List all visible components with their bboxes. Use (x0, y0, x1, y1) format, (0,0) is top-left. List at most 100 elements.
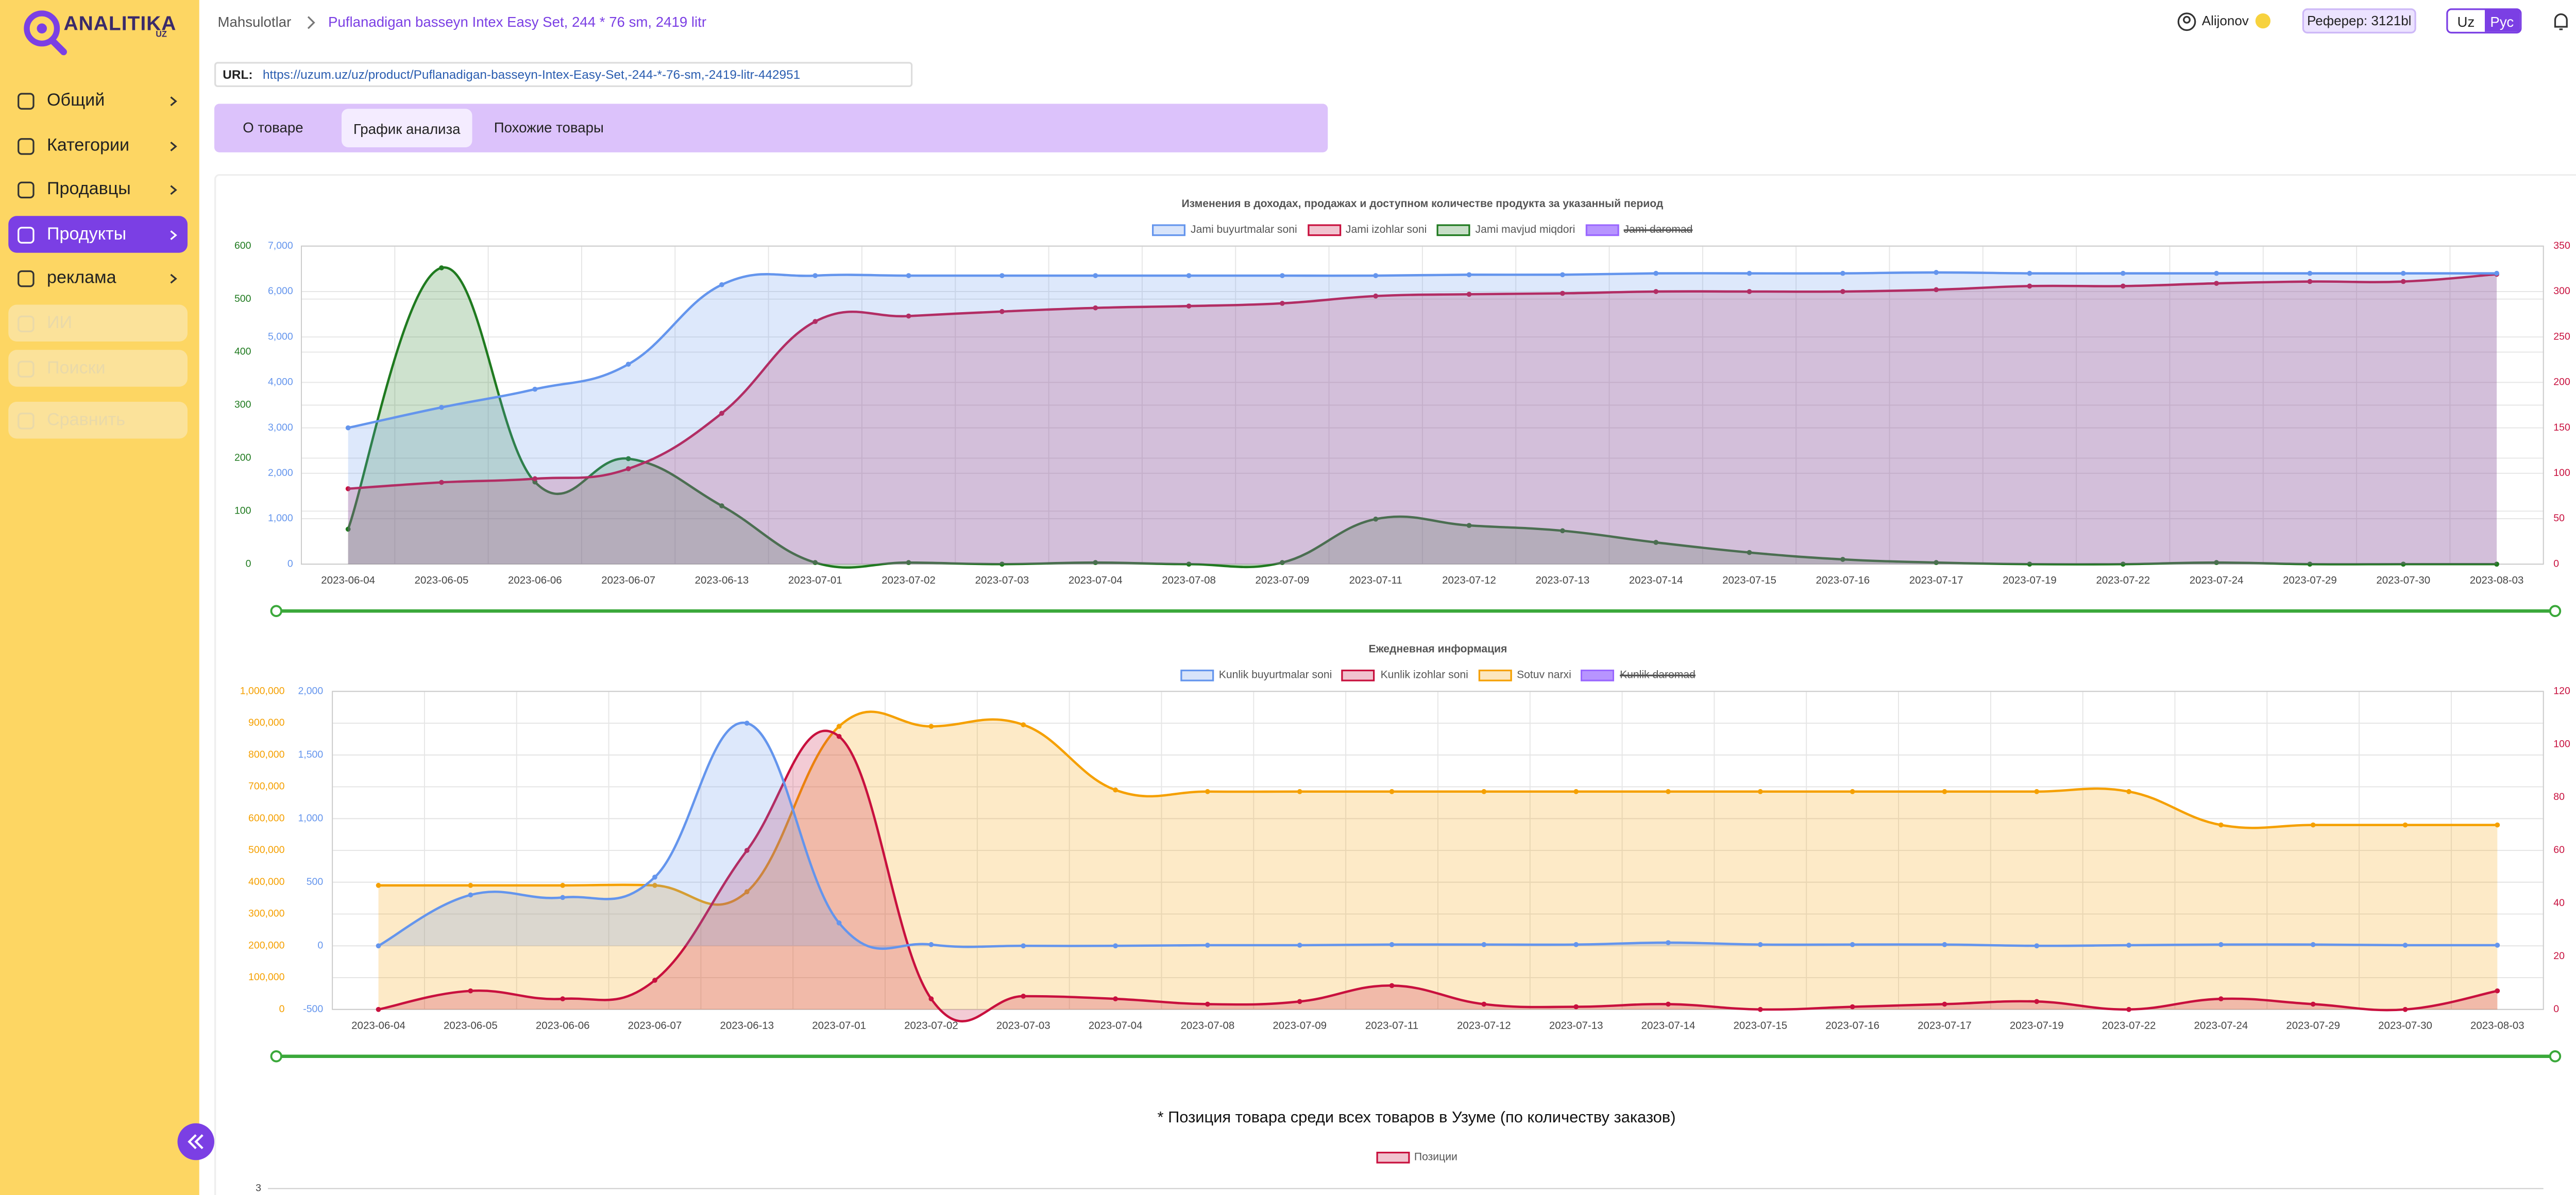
legend-item[interactable]: Позиции (1376, 1152, 1458, 1164)
data-point (1850, 1004, 1855, 1010)
data-point (1666, 940, 1671, 945)
x-tick-label: 2023-07-22 (2096, 574, 2150, 586)
data-point (1466, 523, 1472, 528)
y-tick-label: 20 (2553, 950, 2565, 962)
x-tick-label: 2023-07-02 (882, 574, 936, 586)
data-point (2214, 560, 2219, 566)
data-point (376, 943, 381, 949)
breadcrumb-chevron (307, 16, 315, 29)
legend-swatch (1180, 670, 1214, 681)
url-label: URL: (223, 67, 253, 82)
legend-item[interactable]: Jami daromad (1585, 224, 1692, 236)
y-tick-label: 4,000 (268, 377, 293, 388)
x-tick-label: 2023-07-01 (788, 574, 842, 586)
collapse-button[interactable] (177, 1123, 214, 1160)
x-tick-label: 2023-06-04 (351, 1020, 405, 1032)
data-point (1186, 303, 1192, 309)
data-point (744, 848, 750, 853)
tab[interactable]: Похожие товары (494, 118, 604, 136)
x-tick-label: 2023-06-05 (444, 1020, 498, 1032)
series-area (348, 274, 2497, 565)
data-point (1666, 789, 1671, 794)
plot-border (301, 245, 2544, 565)
legend-item[interactable]: Jami izohlar soni (1307, 224, 1427, 236)
data-point (836, 733, 842, 739)
y-tick-label: 400 (234, 346, 251, 357)
nav-item[interactable]: Общий (8, 82, 188, 119)
data-point (2400, 561, 2406, 567)
nav-icon (18, 270, 35, 287)
nav-item[interactable]: ИИ (8, 304, 188, 342)
legend-item[interactable]: Kunlik daromad (1581, 670, 1696, 681)
data-point (532, 386, 538, 392)
legend-item[interactable]: Sotuv narxi (1478, 670, 1571, 681)
nav-icon (18, 181, 35, 199)
legend-swatch-fill (1309, 226, 1339, 234)
legend-item[interactable]: Jami buyurtmalar soni (1152, 224, 1297, 236)
legend-item[interactable]: Kunlik buyurtmalar soni (1180, 670, 1332, 681)
x-tick-label: 2023-07-12 (1457, 1020, 1511, 1032)
x-tick-label: 2023-06-07 (628, 1020, 682, 1032)
x-tick-label: 2023-08-03 (2470, 574, 2524, 586)
data-point (1093, 273, 1098, 278)
data-point (1942, 789, 1947, 794)
series-line (348, 273, 2497, 490)
tab-active[interactable]: График анализа (342, 109, 472, 147)
data-point (468, 883, 473, 888)
y-tick-label: 50 (2553, 513, 2565, 524)
sidebar: ANALITIKA UZ Общий Категории Продавцы Проду… (0, 0, 214, 1195)
nav-item[interactable]: Продукты (8, 216, 188, 253)
x-tick-label: 2023-07-04 (1069, 574, 1123, 586)
breadcrumb-root[interactable]: Mahsulotlar (217, 13, 292, 30)
range-handle (270, 605, 282, 617)
data-point (468, 988, 473, 994)
nav-item[interactable]: Поиски (8, 350, 188, 387)
user-name[interactable]: Alijonov (2201, 13, 2249, 29)
data-point (1934, 560, 1939, 566)
legend: Позиции (1082, 1152, 1752, 1164)
tab[interactable]: О товаре (243, 118, 303, 136)
legend-item[interactable]: Jami mavjud miqdori (1436, 224, 1575, 236)
legend-label: Jami mavjud miqdori (1475, 224, 1575, 236)
nav-item[interactable]: Сравнить (8, 402, 188, 439)
user-icon (2177, 12, 2196, 31)
data-point (1757, 942, 1763, 947)
data-point (2120, 561, 2126, 567)
nav-label: Категории (47, 135, 130, 156)
url-link[interactable]: https://uzum.uz/uz/product/Puflanadigan-… (262, 67, 801, 82)
data-point (1560, 272, 1565, 278)
lang-ru[interactable]: Рус (2484, 10, 2520, 32)
data-point (2307, 279, 2313, 284)
data-point (2034, 943, 2040, 949)
y-tick-label: 3,000 (268, 422, 293, 433)
data-point (345, 486, 351, 491)
chart-title: Ежедневная информация (1369, 643, 1507, 655)
data-point (1840, 557, 1845, 562)
data-point (2494, 561, 2499, 567)
referrer[interactable]: Реферер: 3121bl (2302, 8, 2416, 33)
data-point (1113, 787, 1118, 793)
y-tick-label: 500,000 (248, 844, 285, 856)
data-point (719, 503, 724, 508)
nav-item[interactable]: Продавцы (8, 171, 188, 208)
data-point (2214, 270, 2219, 276)
x-tick-label: 2023-07-08 (1181, 1020, 1235, 1032)
data-point (2495, 822, 2500, 828)
y-tick-label: 150 (2553, 422, 2570, 433)
nav-item[interactable]: Категории (8, 127, 188, 164)
data-point (2214, 281, 2219, 286)
data-point (2495, 988, 2500, 994)
legend-swatch-fill (1480, 671, 1511, 680)
bell-icon[interactable] (2552, 12, 2570, 32)
legend-item[interactable]: Kunlik izohlar soni (1342, 670, 1468, 681)
lang-uz[interactable]: Uz (2457, 12, 2475, 29)
lang-toggle: Uz Рус (2446, 8, 2522, 33)
nav-label: Общий (47, 90, 105, 111)
y-tick-label: 350 (2553, 240, 2570, 251)
data-point (1373, 293, 1379, 299)
legend-label: Kunlik izohlar soni (1380, 670, 1468, 681)
data-point (1113, 943, 1118, 949)
x-tick-label: 2023-07-19 (2003, 574, 2057, 586)
data-point (1389, 942, 1395, 947)
nav-item[interactable]: реклама (8, 260, 188, 297)
